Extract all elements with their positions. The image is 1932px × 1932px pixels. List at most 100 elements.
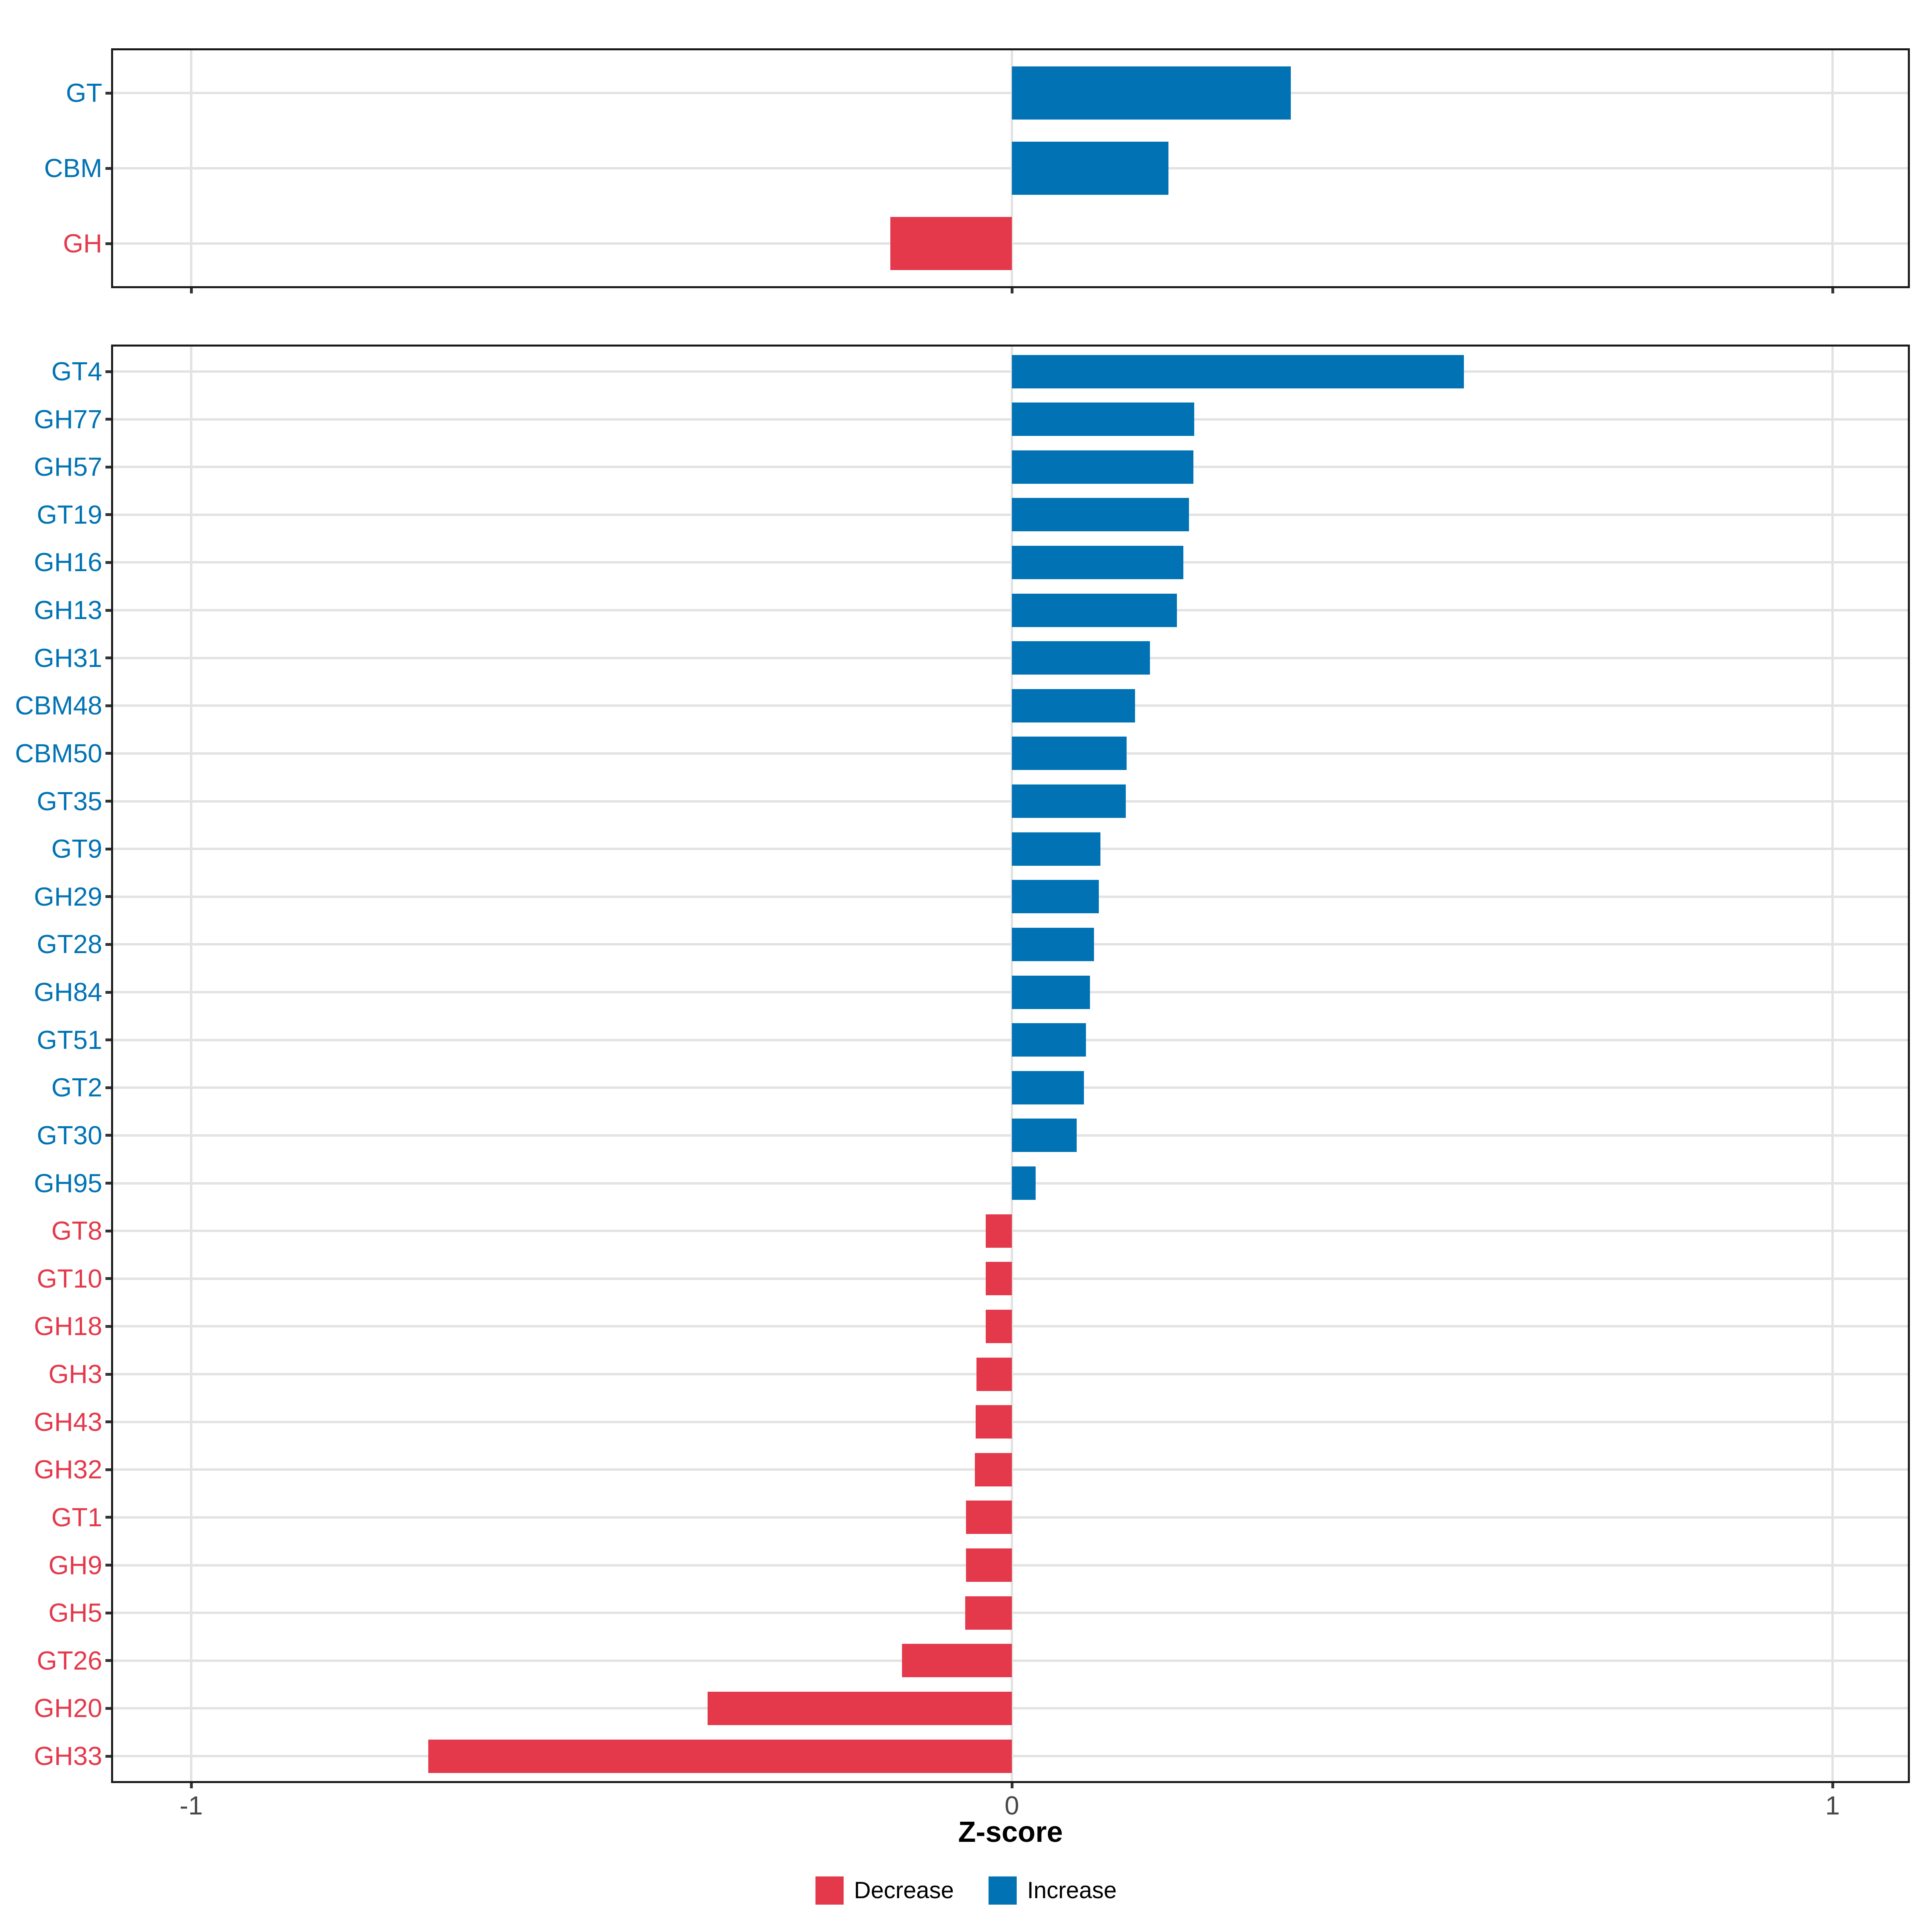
bar-cbm48	[1012, 689, 1135, 722]
y-label-gh84: GH84	[34, 977, 102, 1007]
legend-item-decrease: Decrease	[815, 1876, 954, 1905]
y-label-gh95: GH95	[34, 1168, 102, 1198]
y-tick-mark-gh31	[105, 656, 111, 660]
bar-gt35	[1012, 784, 1126, 818]
y-tick-mark-gt51	[105, 1038, 111, 1042]
y-label-gh18: GH18	[34, 1311, 102, 1341]
bar-gh	[890, 217, 1012, 270]
y-label-gt28: GT28	[37, 929, 102, 959]
y-label-gt10: GT10	[37, 1263, 102, 1293]
y-tick-mark-gh13	[105, 609, 111, 612]
y-label-gt8: GT8	[51, 1216, 102, 1246]
y-label-gh57: GH57	[34, 452, 102, 482]
bar-cbm	[1012, 142, 1169, 195]
y-tick-mark-gt	[105, 91, 111, 95]
y-gridline-gt	[111, 92, 1910, 94]
y-tick-mark-gt4	[105, 370, 111, 373]
y-tick-mark-gh3	[105, 1373, 111, 1376]
y-label-gh13: GH13	[34, 595, 102, 625]
y-label-gh32: GH32	[34, 1455, 102, 1484]
y-tick-mark-gt9	[105, 847, 111, 850]
y-tick-mark-gh77	[105, 418, 111, 421]
legend-swatch-decrease	[815, 1876, 844, 1905]
y-tick-mark-gt35	[105, 800, 111, 803]
y-label-gh5: GH5	[48, 1598, 102, 1628]
bar-gh16	[1012, 545, 1184, 579]
y-tick-mark-gh20	[105, 1707, 111, 1710]
y-label-gt: GT	[66, 78, 102, 107]
legend-swatch-increase	[988, 1876, 1017, 1905]
y-tick-mark-gh29	[105, 895, 111, 898]
y-label-gt4: GT4	[51, 357, 102, 386]
bar-gh33	[428, 1739, 1012, 1773]
y-gridline-cbm	[111, 167, 1910, 169]
bar-gt10	[985, 1262, 1012, 1296]
x-tick-mark-0	[1010, 1783, 1013, 1788]
bar-gh3	[976, 1357, 1012, 1391]
y-label-cbm: CBM	[44, 153, 102, 183]
x-tick-label-1: 1	[1825, 1791, 1840, 1820]
y-tick-mark-gh	[105, 242, 111, 245]
bar-gh77	[1012, 402, 1194, 436]
y-tick-mark-gh95	[105, 1182, 111, 1185]
bar-gh57	[1012, 450, 1193, 484]
x-gridline-1	[1831, 345, 1834, 1783]
bar-gt1	[966, 1501, 1012, 1534]
y-label-cbm50: CBM50	[15, 738, 102, 768]
y-tick-mark-gt8	[105, 1229, 111, 1232]
y-label-gt26: GT26	[37, 1645, 102, 1675]
y-label-gh20: GH20	[34, 1693, 102, 1723]
y-tick-mark-cbm50	[105, 752, 111, 755]
y-label-gh16: GH16	[34, 547, 102, 577]
y-tick-mark-gh18	[105, 1325, 111, 1328]
y-gridline-gt51	[111, 1038, 1910, 1041]
legend-item-increase: Increase	[988, 1876, 1117, 1905]
bar-gh5	[965, 1596, 1012, 1630]
legend: Decrease Increase	[0, 1876, 1932, 1905]
y-label-gh: GH	[63, 229, 103, 258]
y-gridline-gt19	[111, 513, 1910, 516]
x-axis-title: Z-score	[958, 1816, 1063, 1848]
x-tick-label-0: 0	[1004, 1791, 1020, 1820]
bar-gh32	[975, 1453, 1012, 1486]
y-gridline-gh13	[111, 609, 1910, 612]
y-tick-mark-gt10	[105, 1277, 111, 1280]
y-gridline-gt35	[111, 800, 1910, 803]
bar-gh20	[707, 1691, 1012, 1725]
x-tick-mark-1	[1831, 288, 1834, 293]
y-tick-mark-gt30	[105, 1134, 111, 1137]
bar-gt26	[902, 1644, 1012, 1678]
x-tick-mark-0	[1010, 288, 1013, 293]
y-gridline-gh31	[111, 656, 1910, 659]
legend-label-increase: Increase	[1027, 1877, 1117, 1903]
panel-cazyme-class-summary	[111, 48, 1910, 288]
y-tick-mark-gh16	[105, 561, 111, 564]
bar-gt9	[1012, 832, 1101, 866]
x-gridline--1	[190, 345, 192, 1783]
bar-gt30	[1012, 1119, 1077, 1152]
y-tick-mark-gt28	[105, 943, 111, 946]
bar-gh9	[966, 1548, 1012, 1582]
y-gridline-gt2	[111, 1086, 1910, 1089]
bar-gt2	[1012, 1071, 1084, 1104]
bar-gt8	[985, 1214, 1012, 1248]
y-tick-mark-gh84	[105, 991, 111, 994]
x-tick-label--1: -1	[180, 1791, 203, 1820]
y-tick-mark-gt2	[105, 1086, 111, 1089]
y-gridline-cbm50	[111, 752, 1910, 755]
y-label-gh43: GH43	[34, 1407, 102, 1437]
y-tick-mark-gh43	[105, 1420, 111, 1424]
bar-cbm50	[1012, 737, 1127, 770]
y-tick-mark-cbm48	[105, 704, 111, 707]
y-tick-mark-gh5	[105, 1611, 111, 1614]
y-gridline-gh84	[111, 991, 1910, 994]
y-label-gt9: GT9	[51, 834, 102, 864]
y-tick-mark-gt26	[105, 1659, 111, 1662]
y-tick-mark-gh9	[105, 1564, 111, 1567]
y-label-gh9: GH9	[48, 1550, 102, 1580]
y-gridline-gt30	[111, 1134, 1910, 1137]
bar-gt28	[1012, 927, 1094, 961]
bar-gh84	[1012, 975, 1090, 1009]
y-label-gt19: GT19	[37, 500, 102, 529]
